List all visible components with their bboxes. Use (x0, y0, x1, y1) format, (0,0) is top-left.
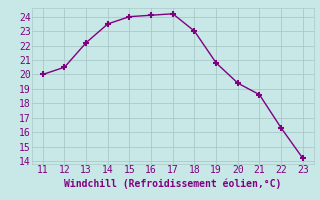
X-axis label: Windchill (Refroidissement éolien,°C): Windchill (Refroidissement éolien,°C) (64, 178, 282, 189)
